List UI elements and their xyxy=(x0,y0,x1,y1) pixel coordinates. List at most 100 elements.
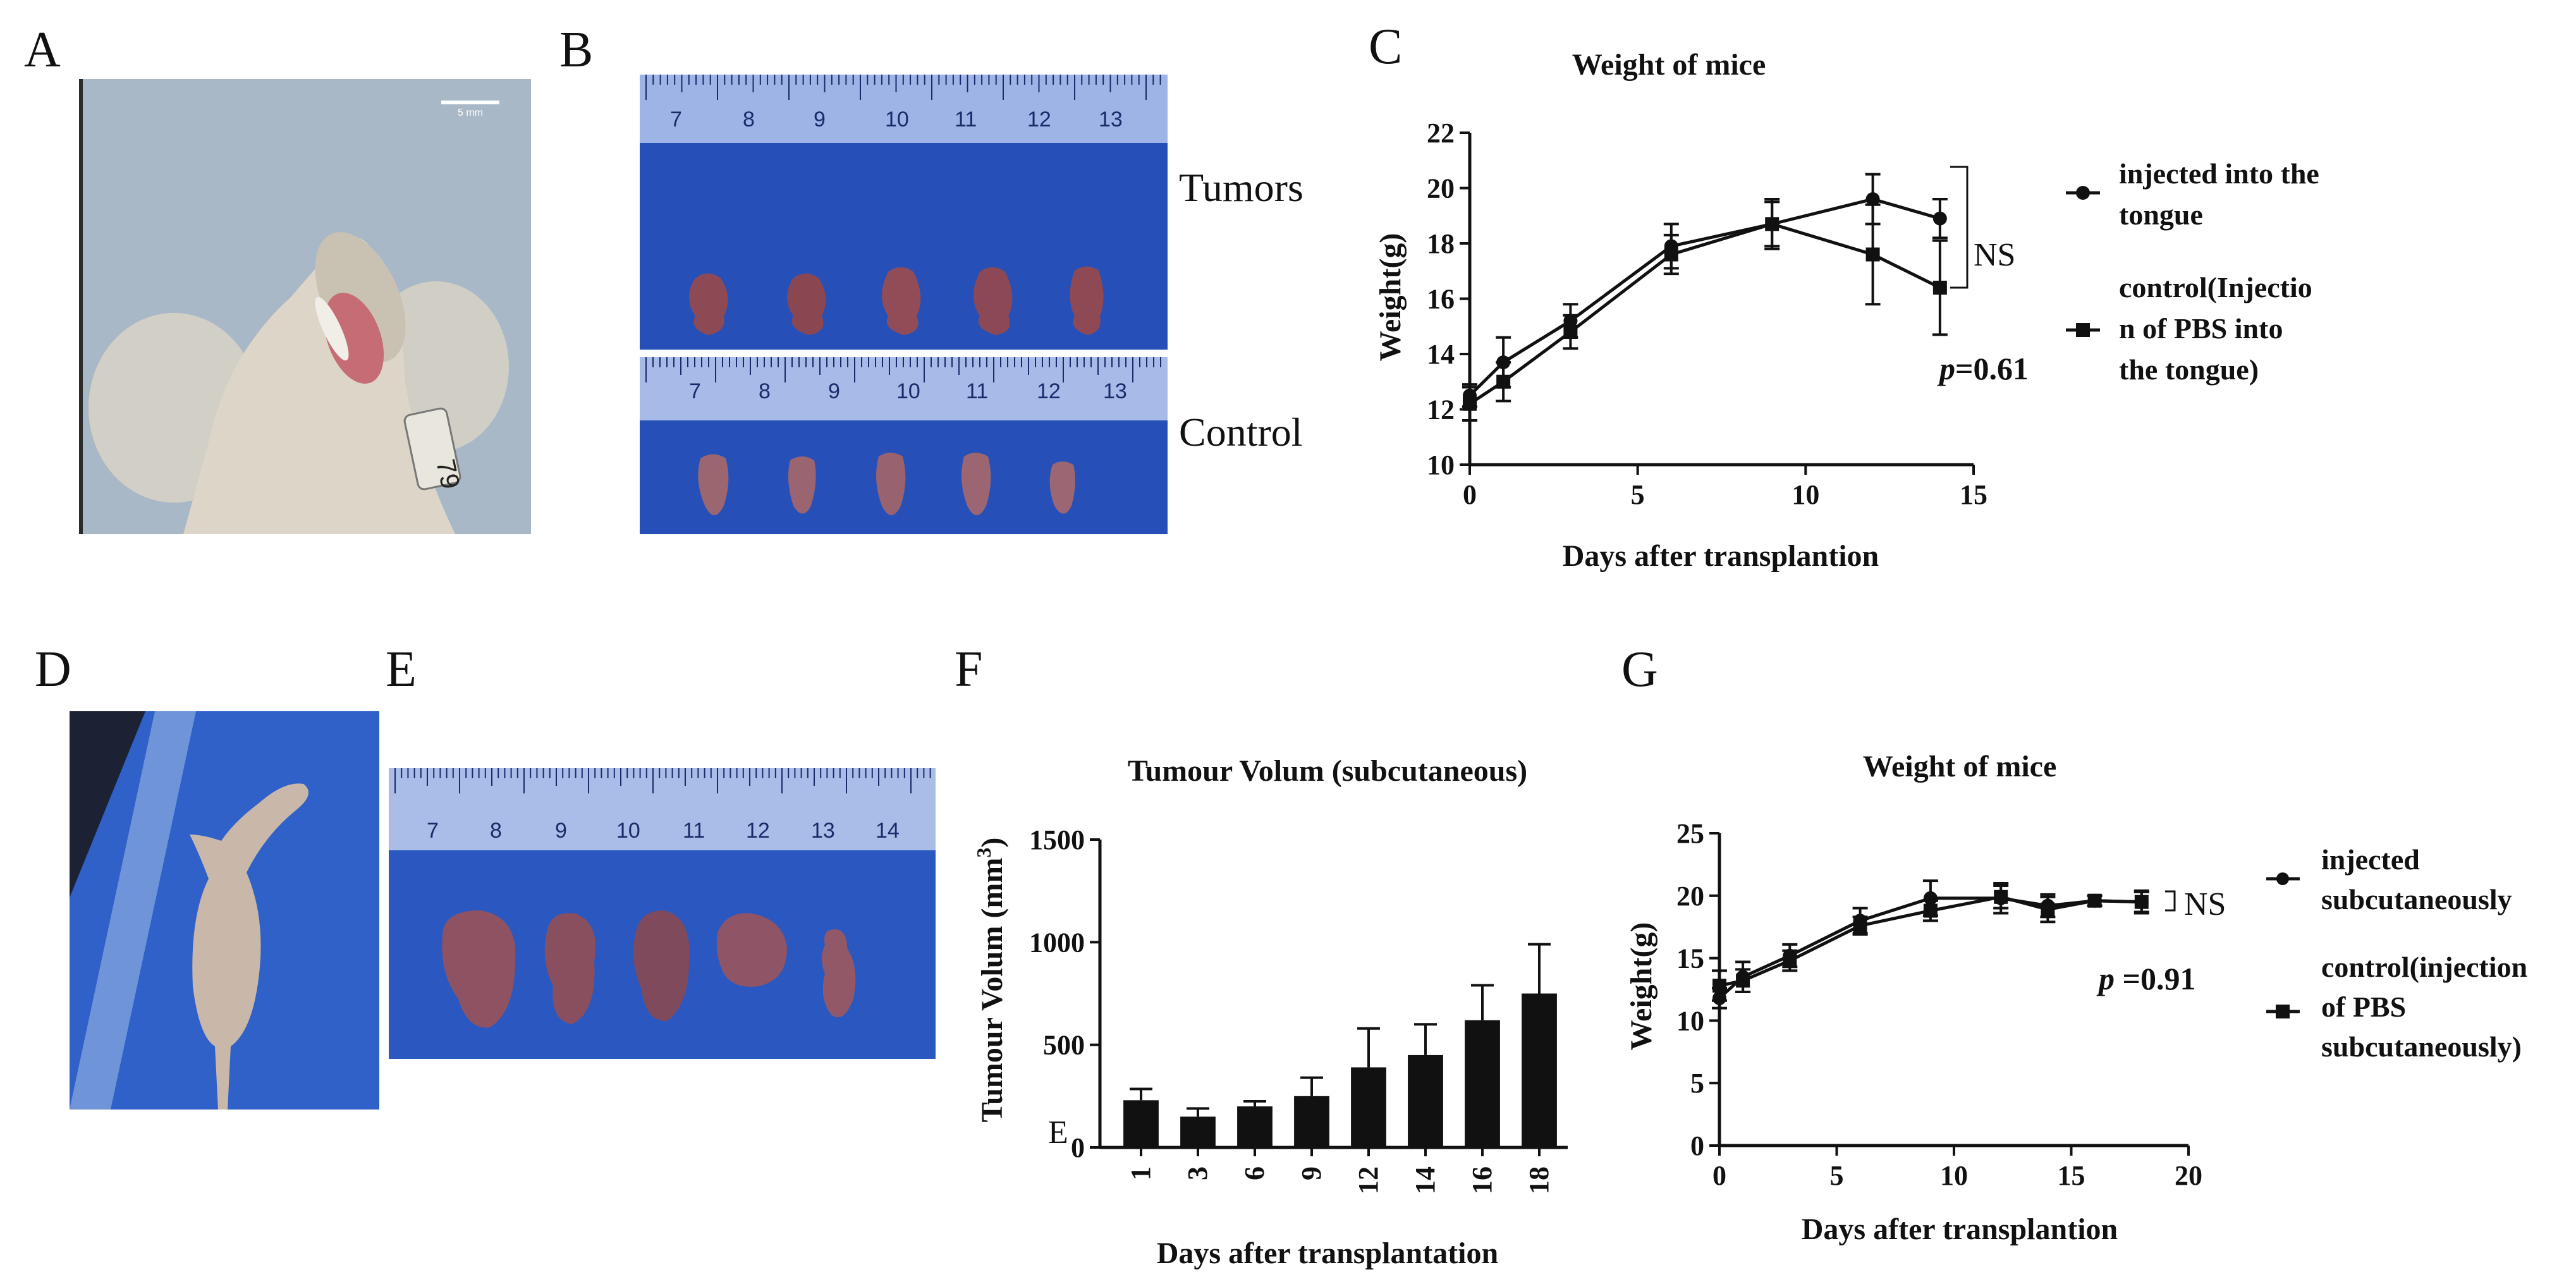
ruler-top-num-7: 13 xyxy=(1099,107,1123,131)
chart-c-p-value: p=0.61 xyxy=(1937,351,2029,386)
ear-tag-number: 79 xyxy=(430,456,466,491)
chart-c-point-circle xyxy=(1865,192,1880,206)
photo-d-dark-corner xyxy=(70,711,145,898)
ruler-bottom-num-7: 13 xyxy=(1103,379,1127,403)
chart-g-ns-bracket xyxy=(2165,890,2176,912)
control-tissue-1 xyxy=(698,454,729,515)
chart-g: Weight of mice Days after transplantion … xyxy=(1625,750,2527,1246)
chart-g-point-square xyxy=(2087,893,2102,908)
ruler-bottom-num-1: 7 xyxy=(689,379,701,403)
chart-f-bar xyxy=(1465,1020,1500,1147)
photo-d xyxy=(70,711,379,1110)
chart-g-point-square xyxy=(2134,895,2149,909)
panel-label-f: F xyxy=(955,642,983,697)
mouse-d-body xyxy=(190,783,308,1110)
chart-f-x-tick-label: 9 xyxy=(1296,1166,1327,1180)
chart-f-x-tick-label: 1 xyxy=(1125,1166,1156,1180)
tumor-5 xyxy=(1070,266,1104,335)
ruler-e-num-3: 9 xyxy=(555,819,567,843)
chart-g-marks xyxy=(1712,879,2149,1010)
ruler-bottom-num-5: 11 xyxy=(966,379,988,403)
chart-g-x-tick-label: 15 xyxy=(2058,1160,2085,1191)
ruler-top-ticks xyxy=(645,75,1161,100)
chart-f-ylabel: Tumour Volum (mm3) xyxy=(972,838,1009,1123)
chart-f-x-tick-label: 18 xyxy=(1523,1166,1554,1194)
panel-label-b: B xyxy=(559,22,593,78)
subq-tumor-2 xyxy=(544,913,595,1024)
mouse-mouth xyxy=(324,293,384,384)
chart-g-x-tick-label: 0 xyxy=(1712,1160,1726,1191)
subq-tumor-5 xyxy=(822,929,856,1018)
photo-e-ruler xyxy=(389,768,936,850)
chart-g-x-tick-label: 5 xyxy=(1830,1160,1844,1191)
chart-c-y-tick-label: 14 xyxy=(1427,339,1455,370)
control-tissue-4 xyxy=(961,453,991,515)
chart-f-y-tick-label: 1000 xyxy=(1029,927,1085,958)
chart-f-bar xyxy=(1294,1096,1329,1147)
tumor-2 xyxy=(787,273,826,335)
legend-g-series1-line1: injected xyxy=(2321,843,2420,876)
chart-g-x-tick-label: 20 xyxy=(2175,1160,2202,1191)
chart-f-title: Tumour Volum (subcutaneous) xyxy=(1128,754,1527,788)
ruler-top-num-6: 12 xyxy=(1027,107,1051,131)
subq-tumor-3 xyxy=(633,910,690,1021)
subq-tumor-1 xyxy=(442,910,516,1028)
legend-g-series2-line2: of PBS xyxy=(2321,991,2406,1023)
photo-b-ruler-top xyxy=(640,75,1168,143)
label-tumors: Tumors xyxy=(1179,165,1303,210)
legend-c-marker-circle xyxy=(2076,186,2090,200)
chart-g-y-tick-label: 10 xyxy=(1676,1005,1704,1036)
legend-c-series2-line1: control(Injectio xyxy=(2119,271,2312,303)
chart-c-title: Weight of mice xyxy=(1572,48,1766,82)
chart-c-y-tick-label: 18 xyxy=(1427,228,1455,259)
control-tissue-3 xyxy=(876,453,906,515)
chart-g-y-tick-label: 0 xyxy=(1690,1130,1704,1161)
ruler-e-num-4: 10 xyxy=(616,819,640,843)
chart-g-y-tick-label: 25 xyxy=(1676,818,1704,849)
photo-e: 7 8 9 10 11 12 13 14 xyxy=(389,768,936,1059)
chart-g-p-value: p =0.91 xyxy=(2096,961,2196,996)
chart-c-ns-label: NS xyxy=(1974,237,2015,273)
legend-c-series1-line2: tongue xyxy=(2119,199,2203,231)
chart-g-point-square xyxy=(1994,890,2008,904)
chart-f-x-tick-label: 6 xyxy=(1239,1166,1270,1180)
control-tissue-2 xyxy=(788,456,816,514)
chart-f-stray-letter: E xyxy=(1048,1115,1068,1151)
chart-g-point-square xyxy=(1853,919,1867,933)
chart-c-series-1-line xyxy=(1468,197,1941,397)
chart-c-point-square xyxy=(1463,396,1477,411)
chart-f-y-tick-label: 0 xyxy=(1071,1132,1085,1163)
ruler-e-num-1: 7 xyxy=(427,819,439,843)
tumor-3 xyxy=(882,267,921,335)
ruler-e-num-8: 14 xyxy=(876,819,900,843)
photo-b: 7 8 9 10 11 12 13 7 8 9 10 11 12 13 xyxy=(640,75,1168,534)
chart-g-y-tick-label: 15 xyxy=(1676,943,1704,974)
photo-a-edge xyxy=(79,79,83,534)
panel-label-a: A xyxy=(24,22,61,78)
legend-g-series2-line1: control(injection xyxy=(2321,951,2527,983)
chart-f-xlabel: Days after transplantation xyxy=(1157,1237,1498,1270)
chart-f-y-tick-label: 1500 xyxy=(1029,824,1085,855)
chart-g-point-square xyxy=(1712,979,1726,993)
chart-f-y-tick-label: 500 xyxy=(1043,1030,1085,1061)
chart-c-point-square xyxy=(1865,247,1880,262)
chart-g-point-square xyxy=(2041,902,2055,917)
photo-a: 79 5 mm xyxy=(79,79,531,534)
chart-c-point-square xyxy=(1664,247,1678,262)
ruler-bottom-num-6: 12 xyxy=(1037,379,1061,403)
ruler-top-num-5: 11 xyxy=(955,107,977,131)
chart-c-point-square xyxy=(1765,217,1779,231)
chart-c-ns-bracket xyxy=(1950,166,1969,289)
chart-c-y-tick-label: 16 xyxy=(1427,284,1455,315)
ruler-top-num-3: 9 xyxy=(814,107,826,131)
legend-g-marker-square xyxy=(2276,1005,2290,1018)
chart-c-y-tick-label: 22 xyxy=(1427,118,1455,149)
panel-label-c: C xyxy=(1369,19,1402,75)
tumor-1 xyxy=(689,273,728,335)
subq-tumor-4 xyxy=(716,913,787,987)
chart-c-x-tick-label: 15 xyxy=(1960,479,1987,510)
chart-c-y-tick-label: 10 xyxy=(1427,449,1455,480)
chart-c-point-square xyxy=(1932,281,1947,295)
chart-c-xlabel: Days after transplantion xyxy=(1563,539,1879,573)
